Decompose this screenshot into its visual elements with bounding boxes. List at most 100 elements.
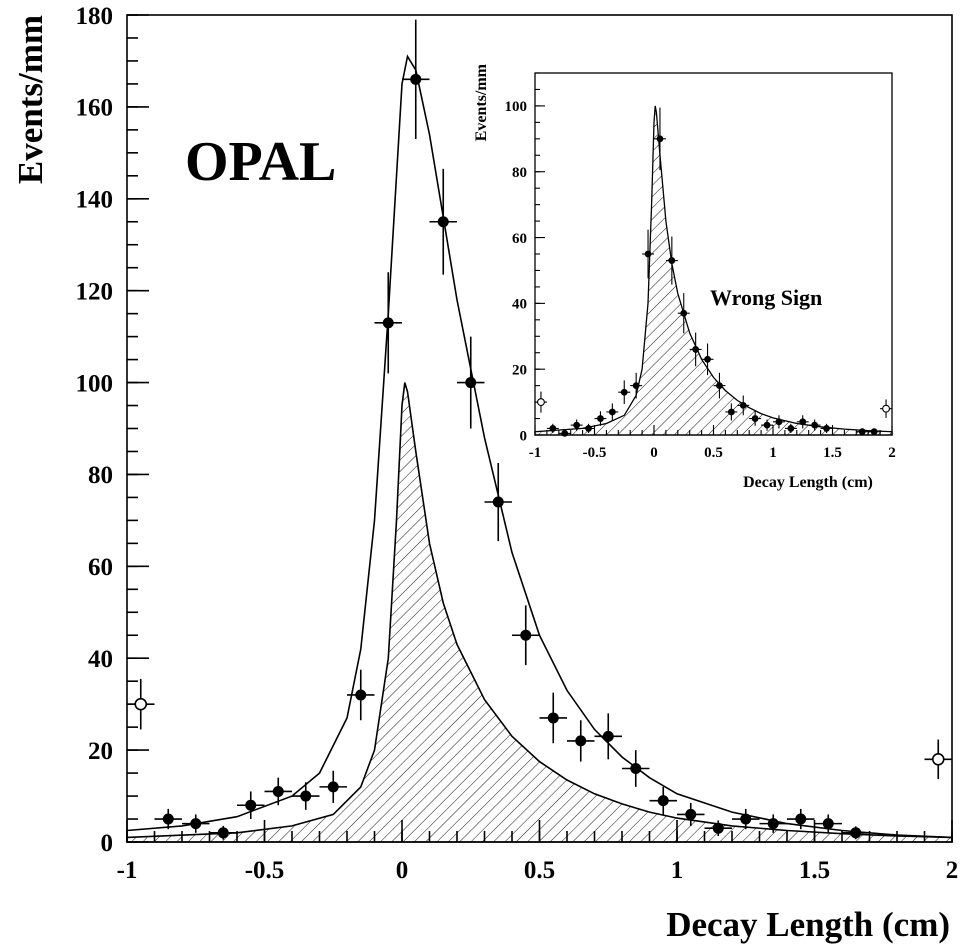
data-point xyxy=(739,401,747,409)
data-point xyxy=(465,377,477,389)
data-point xyxy=(716,382,723,390)
y-tick-label: 20 xyxy=(88,738,113,765)
overflow-point xyxy=(882,404,890,413)
x-tick-label: 0 xyxy=(650,445,658,461)
data-point xyxy=(680,309,688,317)
data-point xyxy=(850,827,862,839)
data-point xyxy=(410,73,422,85)
main-y-axis-title: Events/mm xyxy=(11,15,50,184)
data-point xyxy=(602,730,614,742)
data-point xyxy=(620,388,628,396)
y-tick-label: 0 xyxy=(101,830,114,857)
x-tick-label: 1.5 xyxy=(823,445,842,461)
data-point xyxy=(492,496,504,508)
data-point xyxy=(272,785,284,797)
y-tick-label: 60 xyxy=(512,231,527,247)
y-tick-label: 40 xyxy=(512,297,527,313)
data-point xyxy=(327,781,339,793)
y-tick-label: 100 xyxy=(76,370,114,397)
data-point xyxy=(355,689,367,701)
y-tick-label: 20 xyxy=(512,362,527,378)
data-point xyxy=(437,216,449,228)
x-tick-label: 0.5 xyxy=(524,857,555,884)
y-tick-label: 140 xyxy=(76,187,114,214)
data-point xyxy=(575,735,587,747)
data-point xyxy=(217,827,229,839)
data-point xyxy=(668,257,676,264)
data-point xyxy=(561,429,569,437)
data-point xyxy=(692,346,700,353)
data-point xyxy=(712,822,724,834)
data-point xyxy=(382,317,394,329)
main-data-points xyxy=(127,19,952,840)
x-tick-label: 1 xyxy=(769,445,777,461)
data-point xyxy=(162,813,174,825)
data-point xyxy=(767,818,779,830)
data-point xyxy=(787,425,795,432)
data-point xyxy=(795,813,807,825)
inset-data-points xyxy=(535,107,892,437)
main-plot: -1 -0.5 0 0.5 1 1.5 2020406080100120140160180 … xyxy=(11,3,958,944)
y-tick-label: 100 xyxy=(505,99,528,115)
inset-y-axis-title: Events/mm xyxy=(473,63,490,141)
x-tick-label: 2 xyxy=(946,857,959,884)
data-point xyxy=(727,408,735,416)
x-tick-label: -0.5 xyxy=(245,857,285,884)
data-point xyxy=(740,813,752,825)
data-point xyxy=(520,629,532,641)
data-point xyxy=(858,428,866,436)
data-point xyxy=(585,425,592,432)
x-tick-label: 2 xyxy=(888,445,896,461)
data-point xyxy=(704,355,711,363)
data-point xyxy=(811,421,819,429)
y-tick-label: 80 xyxy=(88,462,113,489)
x-tick-label: 1.5 xyxy=(799,857,830,884)
y-tick-label: 120 xyxy=(76,278,114,305)
x-tick-label: -0.5 xyxy=(583,445,607,461)
data-point xyxy=(190,818,202,830)
x-tick-label: -1 xyxy=(529,445,542,461)
data-point xyxy=(685,808,697,820)
data-point xyxy=(870,428,878,436)
background-hatched-area xyxy=(126,382,953,843)
data-point xyxy=(549,425,557,432)
data-point xyxy=(300,790,312,802)
data-point xyxy=(751,415,759,422)
data-point xyxy=(656,135,664,143)
total-fit-curve xyxy=(126,54,953,839)
y-tick-label: 0 xyxy=(520,428,528,444)
data-point xyxy=(763,421,771,429)
data-point xyxy=(657,795,669,807)
data-point xyxy=(644,250,652,258)
data-point xyxy=(822,818,834,830)
y-tick-label: 180 xyxy=(76,3,114,30)
overflow-point xyxy=(536,398,545,407)
data-point xyxy=(775,418,783,426)
overflow-point xyxy=(134,697,148,711)
x-tick-label: 0 xyxy=(396,857,409,884)
y-tick-label: 60 xyxy=(88,554,113,581)
inset-plot-background xyxy=(535,73,892,435)
data-point xyxy=(547,712,559,724)
data-point xyxy=(630,762,642,774)
y-tick-label: 80 xyxy=(512,165,527,181)
x-tick-label: 1 xyxy=(671,857,684,884)
data-point xyxy=(608,408,616,416)
data-point xyxy=(245,799,257,811)
data-point xyxy=(573,421,581,429)
main-x-axis-title: Decay Length (cm) xyxy=(666,905,950,944)
y-tick-label: 160 xyxy=(76,95,114,122)
overflow-point xyxy=(931,752,945,766)
x-tick-label: 0.5 xyxy=(704,445,723,461)
inset-x-axis-title: Decay Length (cm) xyxy=(743,474,873,491)
x-tick-label: -1 xyxy=(117,857,138,884)
data-point xyxy=(823,425,830,432)
opal-label: OPAL xyxy=(185,131,336,193)
data-point xyxy=(632,382,640,390)
data-point xyxy=(799,418,807,426)
wrong-sign-label: Wrong Sign xyxy=(710,285,822,310)
